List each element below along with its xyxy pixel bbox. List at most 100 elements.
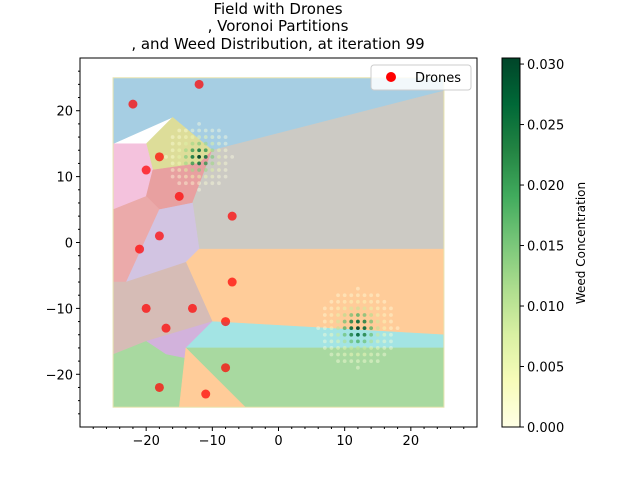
weed-dot	[170, 141, 175, 146]
weed-dot	[183, 128, 188, 133]
weed-dot	[329, 306, 334, 311]
weed-dot	[375, 339, 380, 344]
weed-dot	[210, 181, 215, 186]
drone-marker-3	[154, 152, 164, 162]
weed-dot	[190, 148, 195, 153]
weed-dot	[190, 141, 195, 146]
weed-dot	[389, 346, 393, 350]
weed-dot	[217, 148, 221, 153]
weed-dot	[329, 339, 334, 344]
weed-dot	[322, 339, 327, 344]
weed-dot	[190, 181, 195, 186]
colorbar-tick-label: 0.030	[527, 58, 564, 73]
colorbar-ticks: 0.000 0.005 0.010 0.015 0.020 0.025 0.030	[520, 58, 564, 436]
weed-dot	[356, 319, 360, 324]
weed-dot	[190, 168, 195, 172]
weed-dot	[183, 135, 188, 139]
weed-dot	[329, 352, 334, 357]
x-axis-ticks: −20 −10 0 10 20	[92, 427, 465, 449]
drone-marker-11	[187, 303, 197, 313]
weed-dot	[217, 168, 221, 172]
weed-dot	[197, 168, 202, 172]
weed-dot	[356, 339, 360, 344]
weed-dot	[183, 174, 188, 179]
weed-dot	[197, 181, 202, 186]
weed-dot	[349, 299, 354, 304]
weed-dot	[183, 161, 188, 166]
weed-dot	[329, 326, 334, 331]
drone-marker-7	[154, 231, 164, 241]
weed-dot	[356, 365, 360, 370]
legend-label-drones: Drones	[415, 71, 461, 86]
weed-dot	[389, 332, 393, 337]
weed-dot	[375, 313, 380, 317]
weed-dot	[217, 161, 221, 166]
weed-dot	[170, 148, 175, 153]
weed-dot	[197, 174, 202, 179]
weed-dot	[349, 319, 354, 324]
weed-dot	[375, 352, 380, 357]
weed-dot	[329, 319, 334, 324]
weed-dot	[356, 346, 360, 350]
colorbar-tick-label: 0.020	[527, 179, 564, 194]
weed-dot	[177, 148, 182, 153]
weed-dot	[375, 326, 380, 331]
weed-dot	[164, 154, 168, 159]
weed-dot	[223, 161, 228, 166]
weed-dot	[170, 135, 175, 139]
weed-dot	[375, 293, 380, 298]
drone-marker-10	[141, 303, 151, 313]
y-tick-label: 10	[56, 171, 73, 186]
weed-dot	[342, 299, 347, 304]
weed-dot	[336, 326, 340, 331]
weed-dot	[190, 135, 195, 139]
weed-dot	[223, 135, 228, 139]
weed-dot	[362, 306, 367, 311]
weed-dot	[342, 326, 347, 331]
weed-dot	[369, 339, 374, 344]
weed-dot	[389, 326, 393, 331]
weed-dot	[322, 346, 327, 350]
weed-dot	[210, 128, 215, 133]
weed-dot	[382, 332, 387, 337]
weed-dot	[190, 161, 195, 166]
drone-marker-12	[221, 317, 231, 327]
weed-dot	[375, 306, 380, 311]
weed-dot	[356, 293, 360, 298]
x-tick-label: 10	[336, 434, 353, 449]
weed-dot	[356, 359, 360, 364]
weed-dot	[217, 181, 221, 186]
weed-dot	[349, 359, 354, 364]
y-tick-label: 20	[56, 105, 73, 120]
drone-marker-9	[227, 277, 237, 287]
weed-dot	[329, 346, 334, 350]
weed-dot	[349, 332, 354, 337]
drone-marker-8	[135, 244, 145, 254]
weed-dot	[356, 352, 360, 357]
colorbar-label: Weed Concentration	[574, 182, 588, 304]
weed-dot	[177, 135, 182, 139]
legend-marker-drones	[386, 72, 396, 82]
y-tick-label: −10	[46, 302, 73, 317]
weed-dot	[177, 168, 182, 172]
weed-dot	[369, 299, 374, 304]
weed-dot	[210, 135, 215, 139]
plot-area: −20 −10 0 10 20 −20 −10 0 10 20	[46, 57, 478, 449]
weed-dot	[203, 148, 208, 153]
weed-dot	[316, 326, 321, 331]
weed-dot	[369, 352, 374, 357]
colorbar-tick-label: 0.025	[527, 119, 564, 134]
voronoi-regions	[112, 77, 445, 408]
weed-dot	[217, 128, 221, 133]
weed-dot	[349, 346, 354, 350]
weed-dot	[177, 154, 182, 159]
weed-dot	[349, 293, 354, 298]
weed-dot	[197, 148, 202, 153]
weed-dot	[183, 148, 188, 153]
weed-dot	[336, 293, 340, 298]
weed-dot	[197, 121, 202, 126]
weed-dot	[336, 299, 340, 304]
weed-dot	[177, 181, 182, 186]
weed-dot	[356, 313, 360, 317]
weed-dot	[203, 154, 208, 159]
